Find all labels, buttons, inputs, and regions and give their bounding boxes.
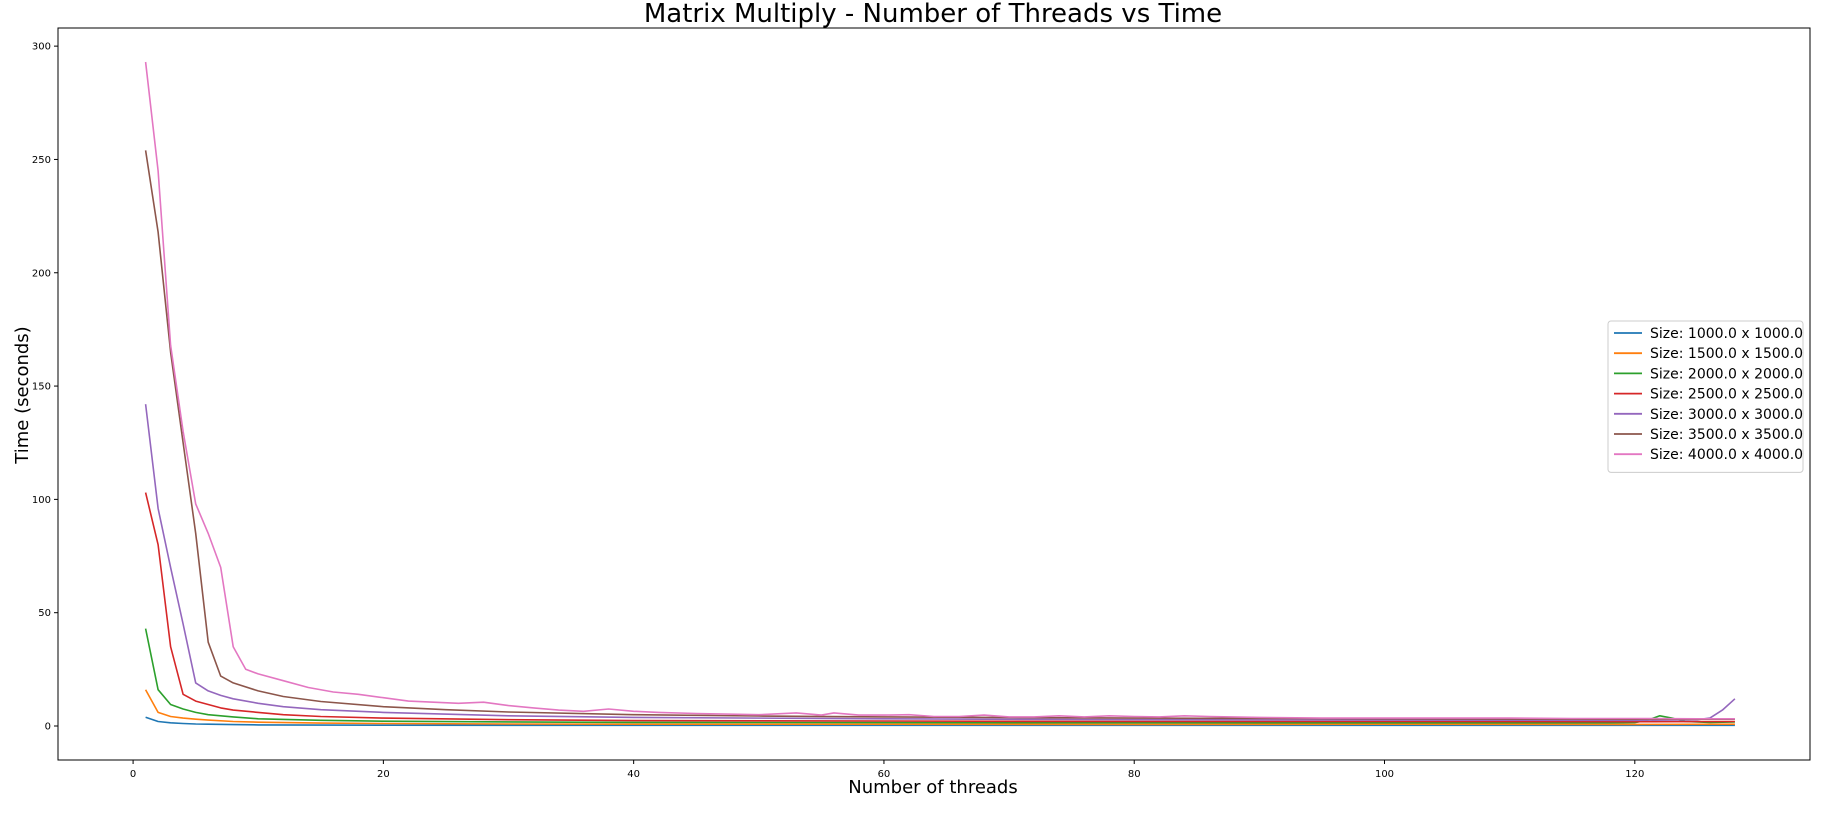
legend-entry: Size: 2500.0 x 2500.0 (1650, 387, 1803, 403)
legend-entry: Size: 3500.0 x 3500.0 (1650, 427, 1803, 443)
ticks-layer: 0 20 40 60 80 100 120 0 50 100 150 200 250 300 (32, 42, 1644, 780)
series-line-3 (144, 628, 1735, 724)
x-tick-label: 0 (130, 769, 136, 780)
series-line-7 (144, 61, 1735, 720)
chart-title: Matrix Multiply - Number of Threads vs T… (644, 0, 1222, 29)
x-tick-label: 80 (1128, 769, 1141, 780)
y-tick-label: 150 (32, 382, 51, 393)
y-tick-label: 0 (45, 722, 51, 733)
plot-frame (57, 27, 1811, 761)
y-tick-label: 250 (32, 155, 51, 166)
y-tick-label: 200 (32, 268, 51, 279)
series-line-2 (144, 689, 1735, 726)
legend-box (1607, 320, 1804, 473)
series-line-5 (144, 404, 1736, 722)
y-axis-title: Time (seconds) (12, 326, 33, 464)
legend-entry: Size: 3000.0 x 3000.0 (1650, 407, 1803, 423)
y-tick-label: 100 (32, 495, 51, 506)
y-tick-label: 50 (38, 608, 51, 619)
legend-entry: Size: 1000.0 x 1000.0 (1650, 326, 1803, 342)
legend-entry: Size: 1500.0 x 1500.0 (1650, 346, 1803, 362)
x-tick-label: 20 (377, 769, 390, 780)
series-line-4 (144, 492, 1735, 723)
series-layer (144, 61, 1736, 727)
y-tick-label: 300 (32, 42, 51, 53)
series-line-1 (145, 716, 1735, 727)
legend: Size: 1000.0 x 1000.0 Size: 1500.0 x 1500… (1607, 320, 1804, 473)
x-tick-label: 100 (1375, 769, 1394, 780)
x-tick-label: 120 (1625, 769, 1644, 780)
x-tick-label: 40 (627, 769, 640, 780)
series-line-6 (144, 150, 1735, 720)
x-tick-label: 60 (878, 769, 891, 780)
legend-entry: Size: 2000.0 x 2000.0 (1650, 366, 1803, 382)
x-axis-title: Number of threads (848, 777, 1017, 798)
legend-entry: Size: 4000.0 x 4000.0 (1650, 447, 1803, 463)
